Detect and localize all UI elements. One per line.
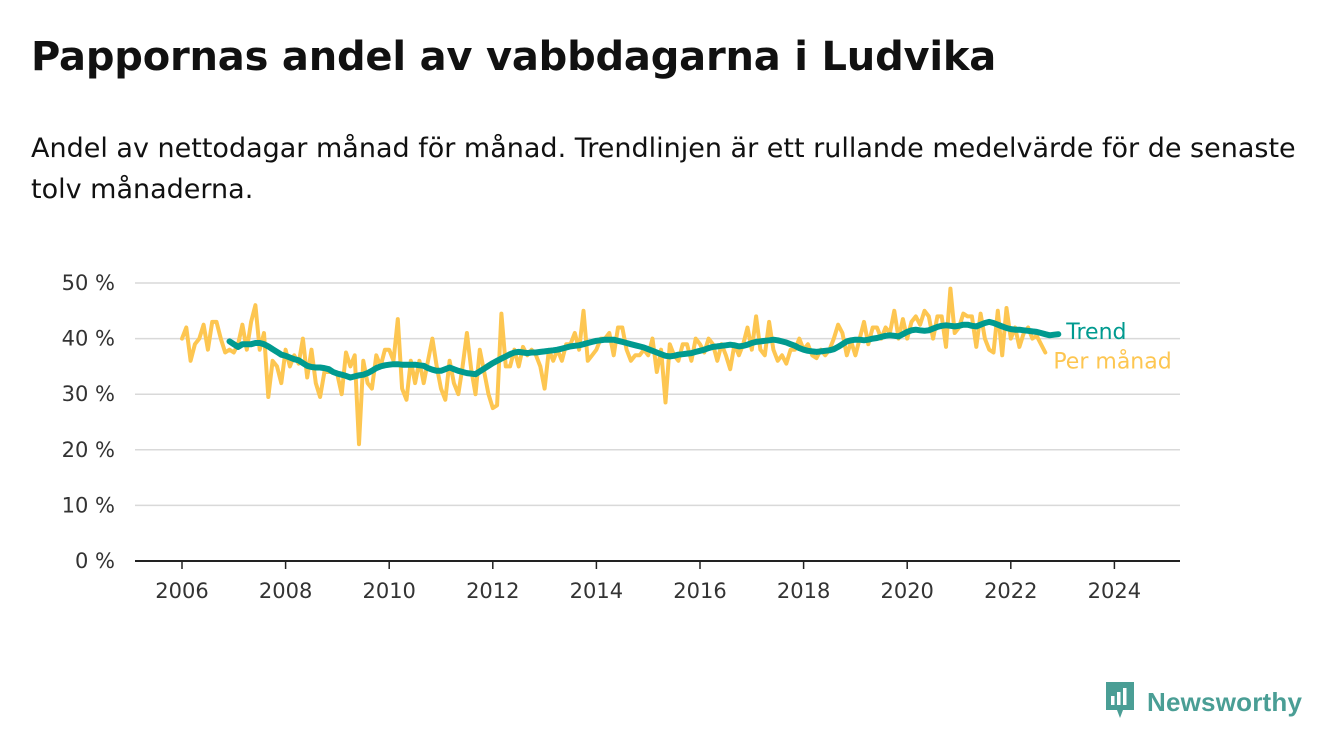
gridlines xyxy=(135,282,1180,507)
x-tick-label: 2024 xyxy=(1088,579,1141,603)
y-tick-label: 50 % xyxy=(62,271,115,295)
x-tick-label: 2016 xyxy=(673,579,726,603)
chart-subtitle: Andel av nettodagar månad för månad. Tre… xyxy=(31,133,1296,205)
x-axis: 2006 2008 2010 2012 2014 2016 2018 2020 2022 2024 xyxy=(135,560,1180,603)
series-line-0 xyxy=(180,286,1048,447)
series-line-1 xyxy=(226,318,1062,381)
x-tick-label: 2008 xyxy=(259,579,312,603)
y-axis-tick-labels: 0 % 10 % 20 % 30 % 40 % 50 % xyxy=(62,271,115,573)
newsworthy-brand: Newsworthy xyxy=(1103,680,1302,724)
x-tick-label: 2012 xyxy=(466,579,519,603)
y-tick-label: 0 % xyxy=(75,549,115,573)
x-tick-label: 2018 xyxy=(777,579,830,603)
x-tick-label: 2022 xyxy=(984,579,1037,603)
x-tick-label: 2020 xyxy=(880,579,933,603)
series-labels: Per månad Trend xyxy=(1053,320,1171,374)
y-tick-label: 40 % xyxy=(62,327,115,351)
x-tick-label: 2014 xyxy=(570,579,623,603)
y-tick-label: 10 % xyxy=(62,493,115,517)
line-chart: 0 % 10 % 20 % 30 % 40 % 50 % 2006 2008 2010 2012… xyxy=(62,271,1180,603)
x-tick-label: 2010 xyxy=(362,579,415,603)
newsworthy-wordmark: Newsworthy xyxy=(1147,686,1303,717)
x-tick-label: 2006 xyxy=(155,579,208,603)
y-tick-label: 20 % xyxy=(62,438,115,462)
y-tick-label: 30 % xyxy=(62,382,115,406)
series-label-1: Trend xyxy=(1065,320,1126,345)
series-lines xyxy=(180,286,1062,447)
series-label-0: Per månad xyxy=(1053,349,1171,375)
newsworthy-logo-icon xyxy=(1103,680,1137,724)
chart-title: Pappornas andel av vabbdagarna i Ludvika xyxy=(31,34,997,80)
